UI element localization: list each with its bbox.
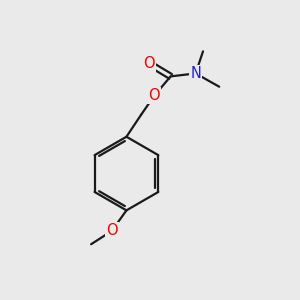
Text: O: O — [143, 56, 154, 70]
Text: O: O — [106, 224, 118, 238]
Text: N: N — [190, 66, 201, 81]
Text: O: O — [148, 88, 160, 103]
